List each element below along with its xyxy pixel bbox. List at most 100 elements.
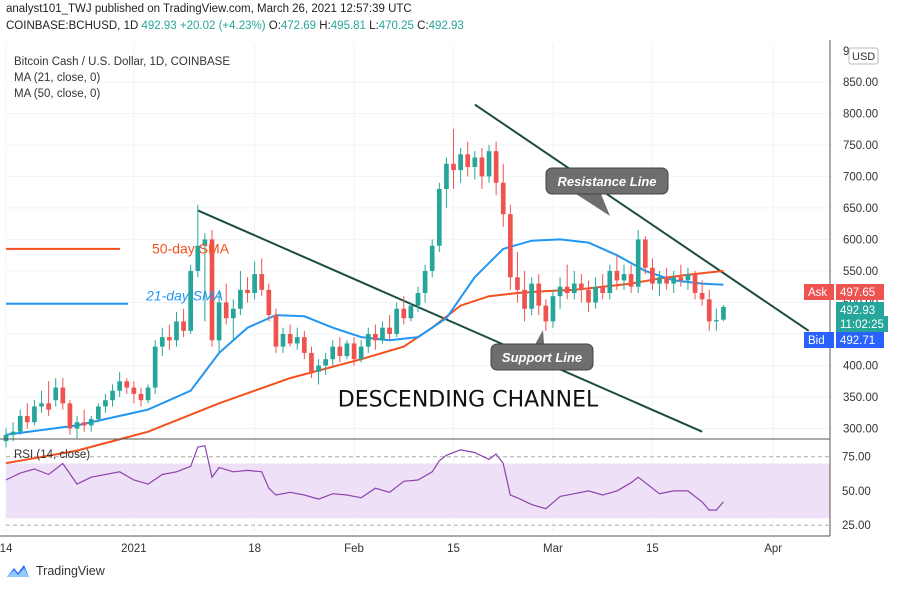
candle-body	[74, 422, 80, 429]
bid-value-box	[836, 332, 884, 348]
candle-body	[188, 270, 194, 331]
price-tags: Ask 497.65 492.93 11:02:25 Bid 492.71	[804, 284, 888, 348]
y-tick-label: 550.00	[843, 266, 878, 278]
candle-body	[294, 337, 300, 344]
candle-body	[458, 154, 463, 171]
last-value-box	[836, 302, 884, 318]
price-change: +20.02 (+4.23%)	[179, 20, 266, 32]
rsi-legend: RSI (14, close)	[14, 449, 91, 461]
channel-line	[474, 103, 810, 332]
countdown: 11:02:25	[840, 319, 884, 331]
footer-brand: TradingView	[36, 564, 105, 578]
candle-body	[39, 403, 44, 407]
candle-body	[650, 267, 655, 284]
candle-body	[245, 289, 250, 294]
channel-line	[197, 209, 703, 433]
x-tick-label: 15	[447, 543, 460, 555]
rsi-line	[5, 444, 724, 511]
resistance-callout: Resistance Line	[545, 167, 669, 216]
candle-body	[550, 296, 556, 322]
last-value: 492.93	[840, 305, 875, 317]
currency-box	[848, 47, 879, 65]
candle-body	[436, 188, 442, 246]
candle-body	[635, 239, 641, 287]
candles	[3, 129, 726, 448]
candle-body	[664, 277, 669, 284]
y-tick-label: 600.00	[843, 234, 878, 246]
candle-body	[692, 274, 698, 294]
support-callout-text: Support Line	[502, 350, 582, 365]
resistance-callout-pointer	[576, 194, 610, 216]
x-tick-label: Apr	[764, 543, 782, 555]
rsi-tick-label: 50.00	[842, 486, 871, 498]
candle-body	[451, 163, 456, 171]
candle-body	[401, 308, 407, 319]
low-label: L:	[369, 20, 379, 32]
ask-label: Ask	[808, 287, 827, 299]
y-tick-label: 300.00	[843, 424, 878, 436]
candle-body	[323, 359, 328, 366]
candle-body	[706, 299, 712, 322]
candle-body	[642, 239, 648, 268]
support-callout-box	[490, 343, 594, 371]
candle-body	[302, 337, 307, 353]
ask-value: 497.65	[840, 287, 875, 299]
candle-body	[103, 400, 108, 407]
x-tick-label: 14	[0, 543, 13, 555]
legend-title: Bitcoin Cash / U.S. Dollar, 1D, COINBASE	[14, 56, 231, 68]
candle-body	[124, 381, 130, 388]
x-tick-label: 2021	[121, 543, 147, 555]
candle-body	[657, 277, 662, 284]
candle-body	[365, 333, 371, 347]
y-tick-label: 350.00	[843, 392, 878, 404]
price-chart[interactable]: 300.00350.00400.00450.00500.00550.00600.…	[0, 40, 900, 560]
candle-body	[529, 283, 534, 309]
candle-body	[316, 365, 321, 372]
rsi-band	[6, 456, 830, 526]
bid-value: 492.71	[840, 335, 875, 347]
high-label: H:	[319, 20, 331, 32]
legend-ma50: MA (50, close, 0)	[14, 88, 101, 100]
candle-body	[259, 274, 265, 290]
publish-line: analyst101_TWJ published on TradingView.…	[6, 3, 412, 15]
candle-body	[422, 270, 428, 294]
ma50-annotation: 50-day SMA	[152, 240, 230, 256]
candle-body	[579, 283, 584, 290]
candle-body	[628, 274, 634, 287]
candle-body	[600, 286, 606, 294]
candle-body	[387, 327, 392, 334]
candle-body	[586, 289, 591, 303]
candle-body	[174, 321, 179, 341]
y-tick-label: 850.00	[843, 77, 878, 89]
support-callout: Support Line	[490, 330, 594, 371]
rsi-tick-label: 75.00	[842, 452, 871, 464]
open-value: 472.69	[280, 20, 317, 32]
candle-body	[230, 308, 236, 319]
ask-value-box	[836, 284, 884, 300]
legend-ma21: MA (21, close, 0)	[14, 72, 101, 84]
x-tick-label: Feb	[344, 543, 364, 555]
candle-body	[721, 306, 726, 320]
candle-body	[309, 352, 314, 372]
candle-body	[60, 387, 66, 404]
y-tick-label: 650.00	[843, 203, 878, 215]
candle-body	[358, 346, 364, 360]
bid-label: Bid	[808, 335, 825, 347]
candle-body	[3, 434, 9, 442]
candle-body	[96, 406, 101, 420]
candle-body	[167, 337, 172, 341]
x-tick-label: 15	[646, 543, 659, 555]
rsi-band-fill	[6, 463, 830, 519]
channel-lines	[197, 103, 810, 433]
candle-body	[380, 327, 385, 341]
candle-body	[444, 163, 449, 189]
candle-body	[429, 245, 435, 271]
ask-label-box	[804, 284, 834, 300]
candle-body	[515, 277, 520, 290]
candle-body	[472, 157, 478, 167]
candle-body	[571, 283, 577, 294]
candle-body	[500, 182, 506, 215]
candle-body	[714, 320, 719, 322]
candle-body	[145, 387, 151, 401]
candle-body	[678, 277, 684, 281]
